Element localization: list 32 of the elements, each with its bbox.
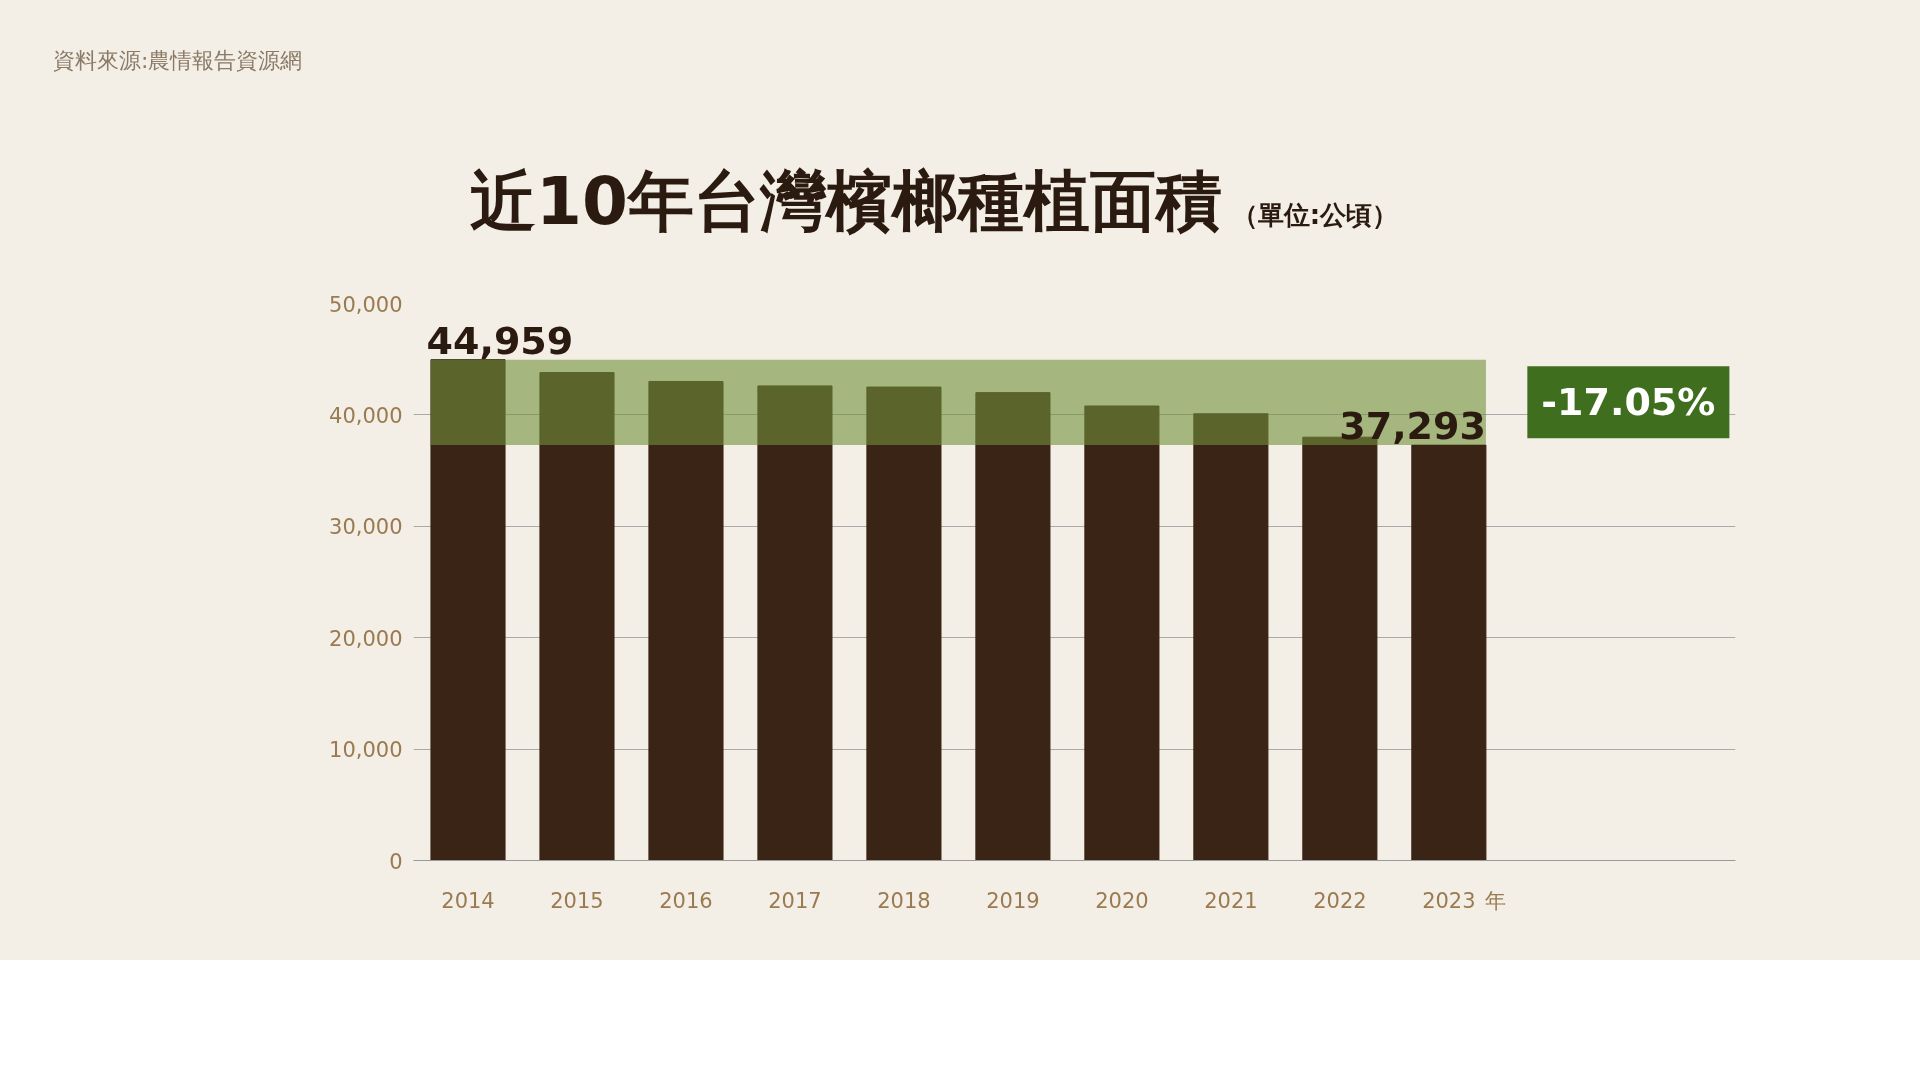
x-axis-title: 年 [1485,888,1507,913]
x-tick-label: 2023 [1422,888,1476,913]
x-tick-label: 2021 [1204,888,1258,913]
y-tick-label: 10,000 [329,738,403,763]
x-tick-label: 2018 [877,888,931,913]
chart-title: 近10年台灣檳榔種植面積 [470,163,1222,240]
x-tick-label: 2014 [441,888,495,913]
data-label: 37,293 [1339,404,1486,449]
bar [1193,413,1269,861]
chart-subtitle: （單位:公頃） [1231,200,1399,230]
y-tick-label: 20,000 [329,626,403,651]
bar [648,380,724,861]
source-note: 資料來源:農情報告資源網 [53,47,303,75]
bar [866,386,942,861]
x-tick-label: 2015 [550,888,604,913]
bar [1084,405,1160,861]
band-label: -17.05% [1541,380,1716,425]
bar [757,385,833,861]
y-tick-label: 50,000 [329,292,403,317]
x-tick-label: 2016 [659,888,713,913]
x-tick-label: 2019 [986,888,1040,913]
bar [430,359,506,861]
bar [1411,444,1487,861]
y-tick-label: 30,000 [329,515,403,540]
x-tick-label: 2017 [768,888,822,913]
y-tick-label: 0 [389,849,403,874]
x-tick-label: 2022 [1313,888,1367,913]
y-tick-label: 40,000 [329,403,403,428]
bar [539,372,615,861]
bar [975,392,1051,861]
x-tick-label: 2020 [1095,888,1149,913]
data-label: 44,959 [426,318,574,363]
